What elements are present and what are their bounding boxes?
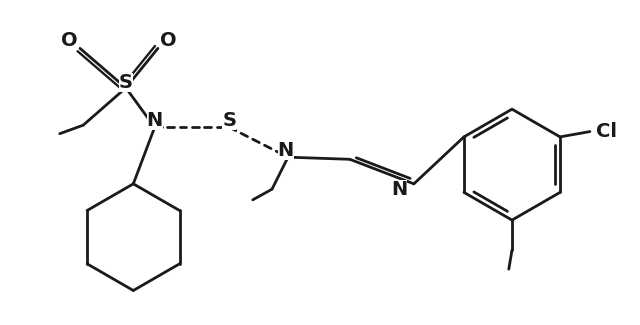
- Text: N: N: [147, 111, 163, 130]
- Text: S: S: [119, 73, 133, 92]
- Text: O: O: [160, 32, 177, 50]
- Text: N: N: [278, 141, 294, 160]
- Text: S: S: [222, 111, 236, 130]
- Text: O: O: [61, 32, 77, 50]
- Text: N: N: [391, 180, 408, 199]
- Text: Cl: Cl: [596, 122, 618, 141]
